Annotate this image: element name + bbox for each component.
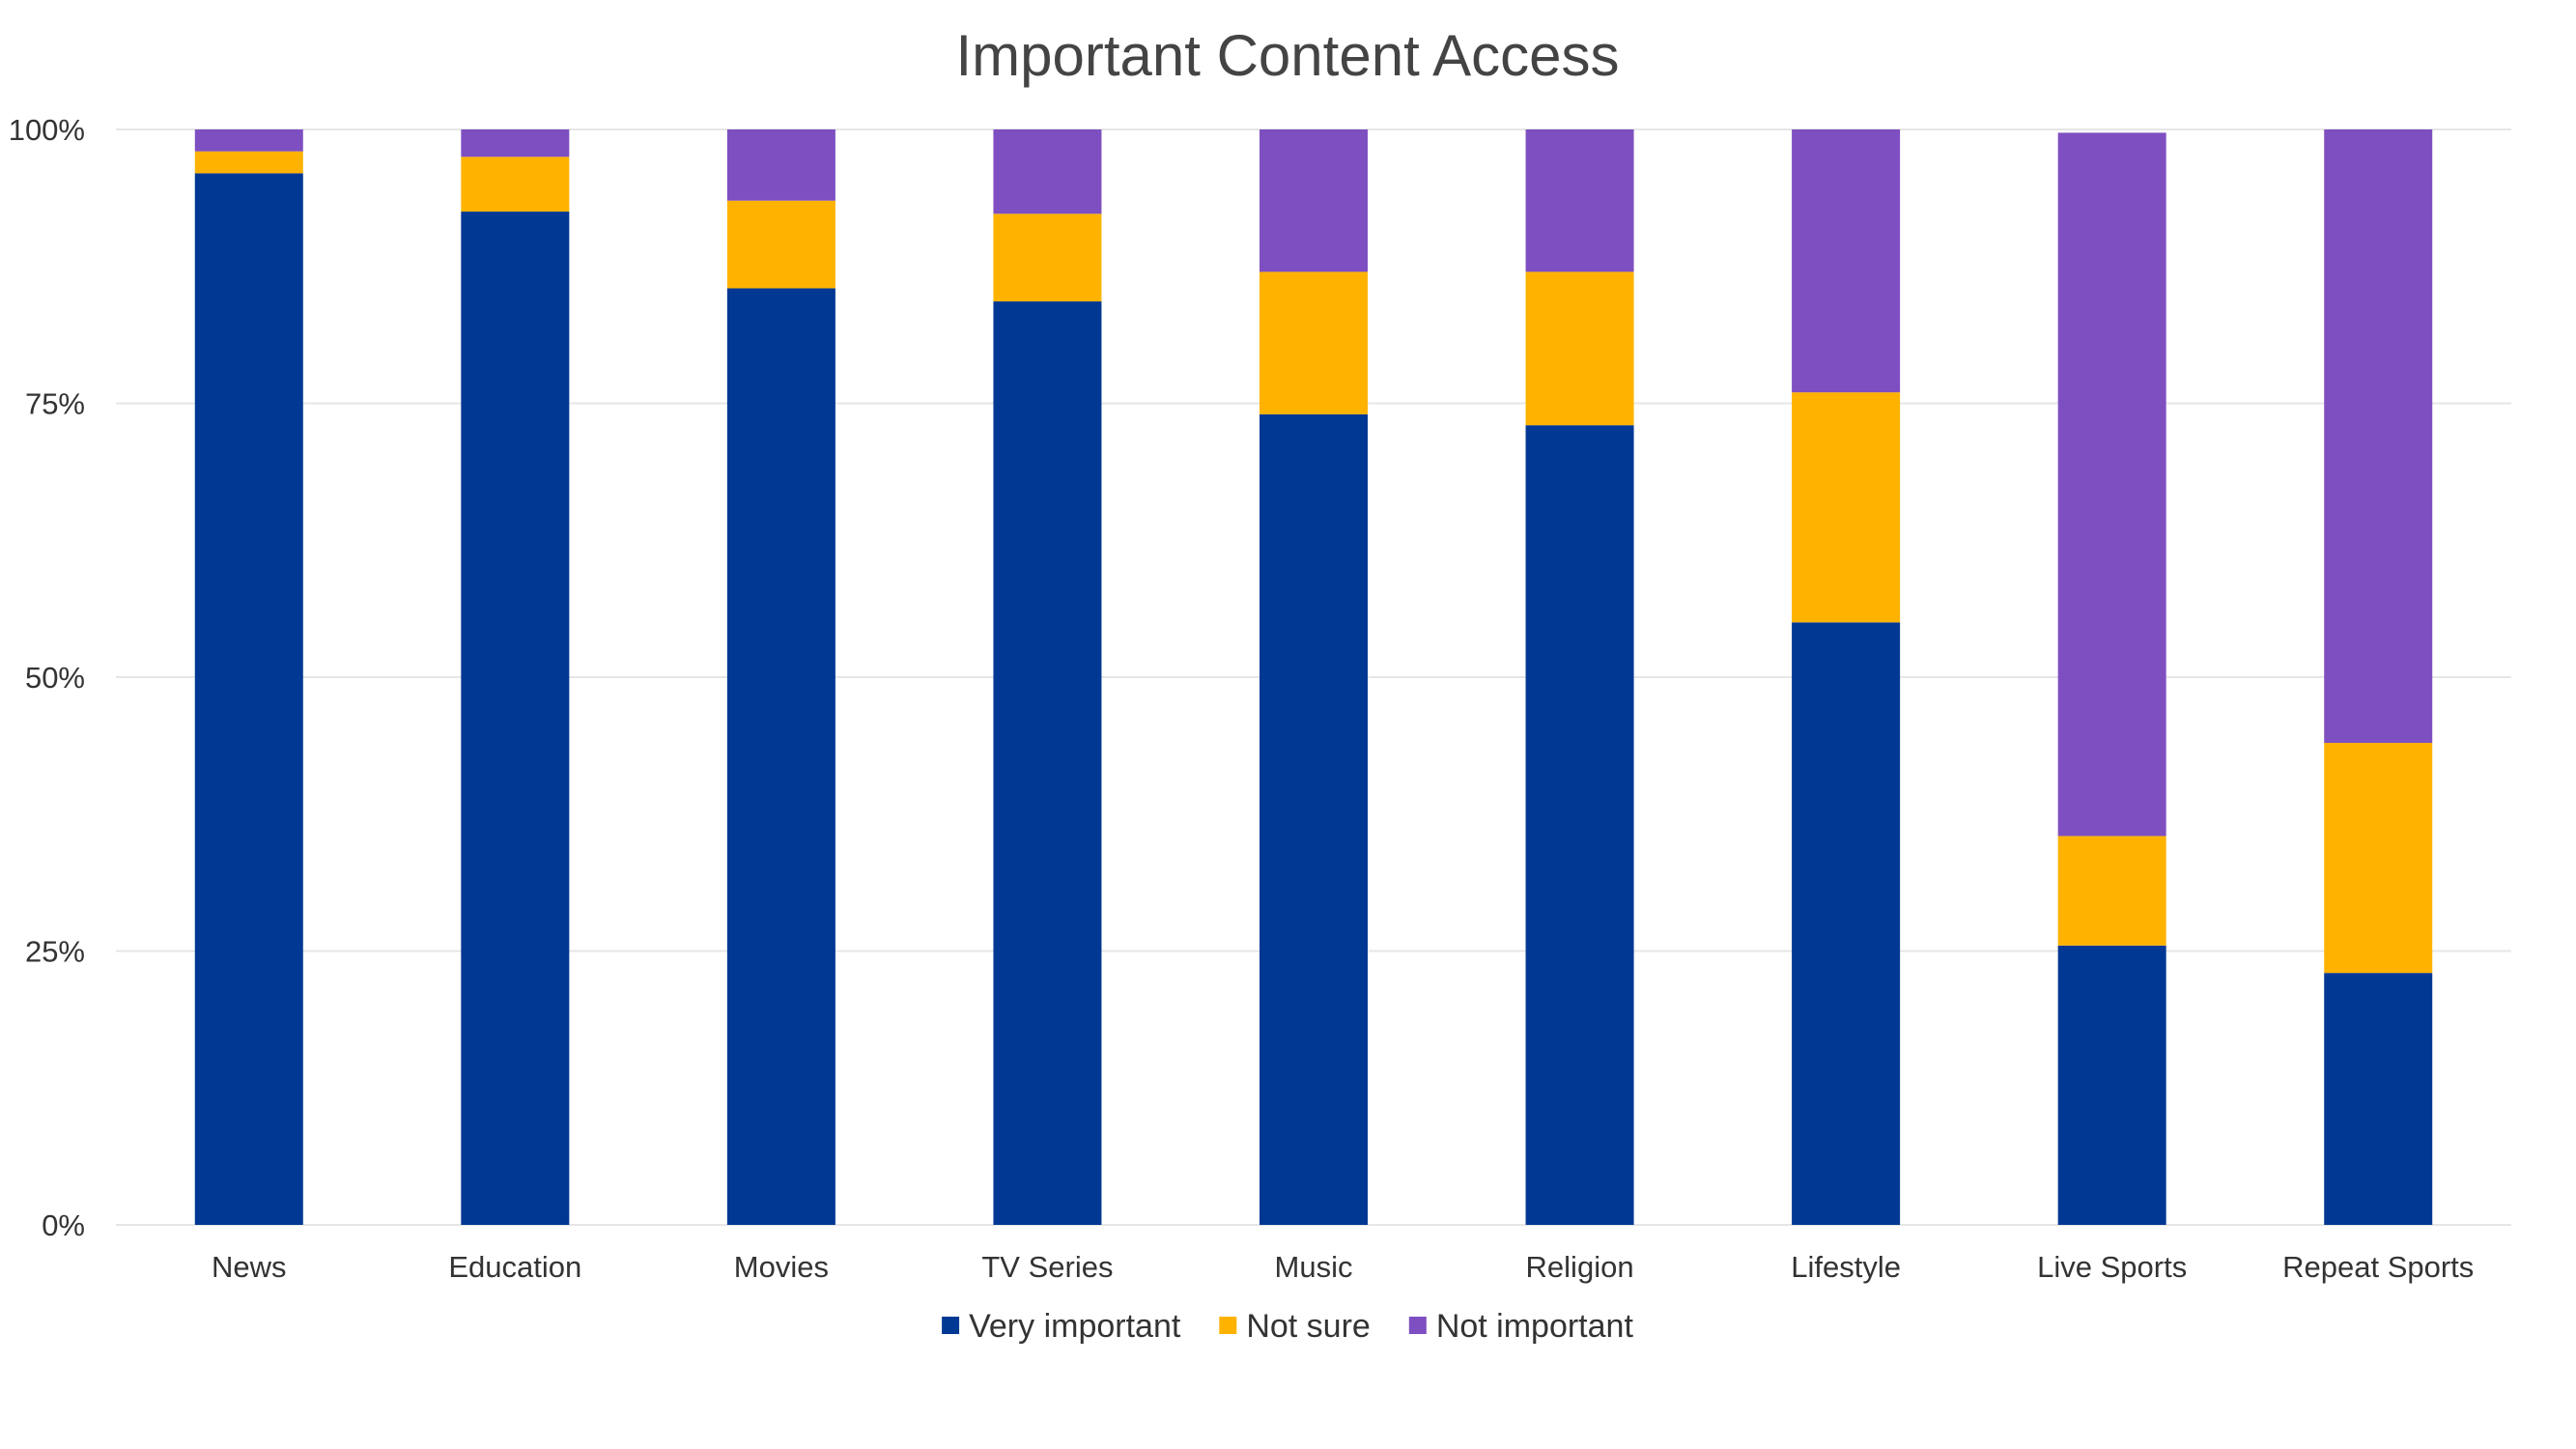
bar-segment-not-sure-news [194, 151, 303, 174]
x-tick-label: Repeat Sports [2282, 1250, 2474, 1284]
bar-segment-not-important-religion [1525, 129, 1634, 272]
legend-swatch [1408, 1317, 1427, 1334]
y-tick-label: 50% [25, 661, 85, 695]
x-tick-label: Religion [1526, 1250, 1634, 1284]
legend-swatch [1219, 1317, 1237, 1334]
bar-segment-very-important-repeat-sports [2324, 973, 2433, 1225]
legend-label: Not important [1436, 1308, 1634, 1345]
bar-segment-not-sure-music [1260, 271, 1368, 414]
bar-segment-not-important-news [194, 129, 303, 152]
legend: Very important Not sure Not important [942, 1308, 1633, 1345]
bar-segment-very-important-lifestyle [1792, 622, 1901, 1225]
bar-segment-very-important-religion [1525, 425, 1634, 1225]
bar-segment-not-sure-movies [726, 200, 835, 289]
bar-segment-very-important-live-sports [2057, 945, 2166, 1225]
bar-segment-not-sure-repeat-sports [2324, 743, 2433, 974]
legend-label: Very important [969, 1308, 1181, 1345]
x-tick-label: Education [448, 1250, 581, 1284]
chart-title: Important Content Access [955, 23, 1619, 88]
bar-segment-not-important-live-sports [2057, 132, 2166, 837]
bar-segment-not-sure-live-sports [2057, 836, 2166, 946]
legend-swatch [942, 1317, 960, 1334]
bar-segment-not-sure-lifestyle [1792, 392, 1901, 623]
x-tick-label: TV Series [981, 1250, 1113, 1284]
bar-segment-very-important-music [1260, 413, 1368, 1226]
bar-segment-not-important-music [1260, 129, 1368, 272]
y-axis-tick-labels: 0% 25% 50% 75% 100% [9, 113, 85, 1242]
bar-segment-very-important-news [194, 173, 303, 1226]
legend-item: Not sure [1219, 1308, 1371, 1345]
x-tick-label: Movies [734, 1250, 829, 1284]
legend-item: Very important [942, 1308, 1181, 1345]
y-tick-label: 100% [9, 113, 85, 147]
bar-segment-not-important-movies [726, 129, 835, 201]
x-tick-label: News [212, 1250, 287, 1284]
bar-segment-very-important-tv-series [993, 301, 1102, 1226]
bar-segment-not-sure-education [461, 156, 570, 213]
bar-segment-very-important-education [461, 212, 570, 1225]
bars [194, 129, 2433, 1226]
y-tick-label: 75% [25, 387, 85, 421]
bar-segment-not-important-tv-series [993, 129, 1102, 214]
legend-item: Not important [1408, 1308, 1634, 1345]
x-tick-label: Lifestyle [1791, 1250, 1901, 1284]
y-tick-label: 25% [25, 935, 85, 969]
bar-segment-very-important-movies [726, 288, 835, 1225]
bar-segment-not-important-lifestyle [1792, 129, 1901, 393]
bar-segment-not-important-education [461, 129, 570, 157]
x-tick-label: Live Sports [2037, 1250, 2187, 1284]
x-tick-label: Music [1275, 1250, 1353, 1284]
x-axis-tick-labels: News Education Movies TV Series Music Religio… [212, 1250, 2474, 1284]
bar-segment-not-sure-religion [1525, 271, 1634, 426]
bar-segment-not-sure-tv-series [993, 213, 1102, 302]
y-tick-label: 0% [42, 1208, 85, 1242]
bar-segment-not-important-repeat-sports [2324, 129, 2433, 744]
legend-label: Not sure [1246, 1308, 1371, 1345]
